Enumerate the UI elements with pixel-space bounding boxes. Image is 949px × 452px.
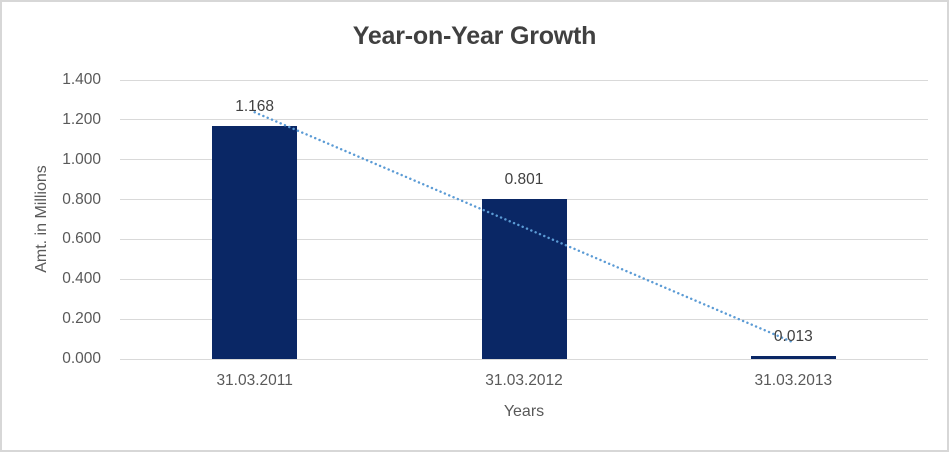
y-axis-tick-label: 1.200 <box>62 110 101 128</box>
x-axis-tick-label: 31.03.2012 <box>485 372 563 389</box>
y-axis-tick-label: 0.000 <box>62 350 101 367</box>
y-axis-tick-label: 1.400 <box>62 71 101 88</box>
chart-title: Year-on-Year Growth <box>352 22 597 50</box>
bar-31.03.2013 <box>750 356 836 359</box>
y-axis-tick-label: 0.200 <box>62 310 101 328</box>
y-axis-tick-label: 1.000 <box>62 150 101 168</box>
gridline <box>120 119 928 121</box>
y-axis-tick-label: 0.400 <box>62 270 101 288</box>
gridline <box>120 79 928 81</box>
y-axis-tick-label: 0.600 <box>62 230 101 248</box>
x-axis-title: Years <box>503 403 545 420</box>
x-axis-tick-label: 31.03.2011 <box>216 372 293 389</box>
bar-value-label: 0.801 <box>504 171 544 189</box>
gridline <box>120 358 928 360</box>
bar-31.03.2011 <box>212 126 298 359</box>
y-axis-title: Amt. in Millions <box>33 165 50 273</box>
bar-31.03.2012 <box>481 199 567 359</box>
trendline <box>253 111 795 344</box>
y-axis-tick-label: 0.800 <box>62 190 101 208</box>
gridline <box>120 159 928 161</box>
x-axis-tick-label: 31.03.2013 <box>754 372 833 389</box>
bar-value-label: 1.168 <box>235 98 275 116</box>
plot-area: 1.168 0.801 0.013 <box>120 79 928 360</box>
bar-value-label: 0.013 <box>773 328 813 346</box>
